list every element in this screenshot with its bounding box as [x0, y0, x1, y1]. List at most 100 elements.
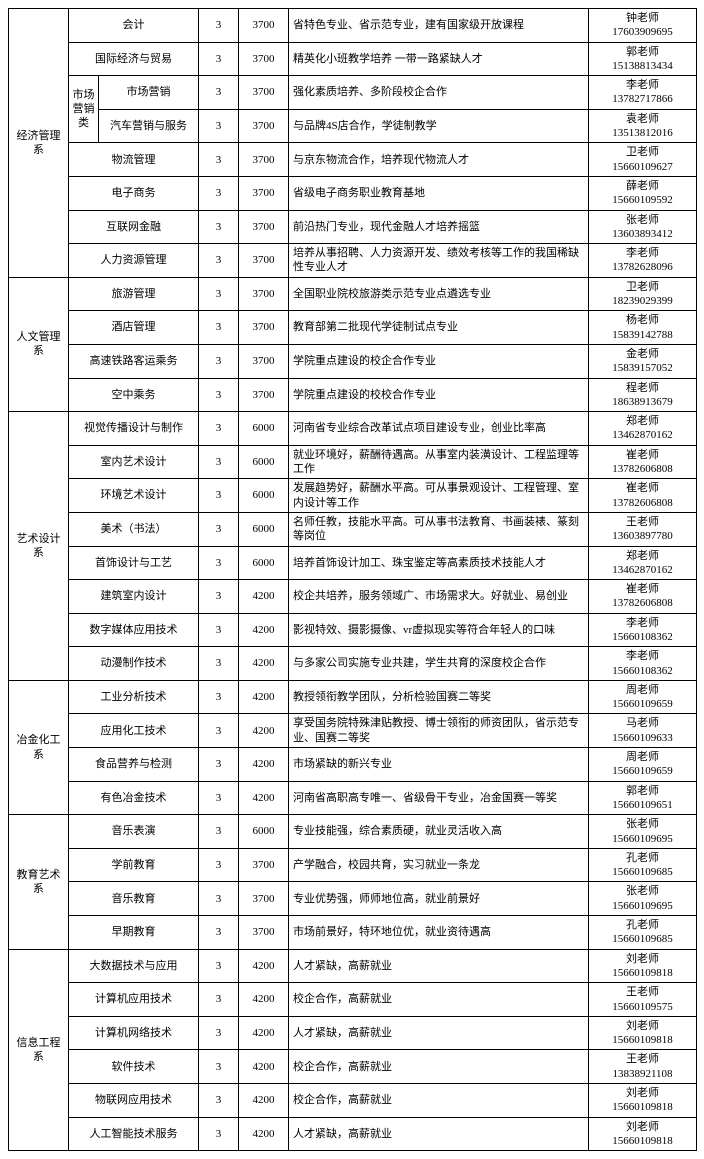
years-cell: 3 — [199, 714, 239, 748]
fee-cell: 4200 — [239, 748, 289, 782]
desc-cell: 影视特效、摄影摄像、vr虚拟现实等符合年轻人的口味 — [289, 613, 589, 647]
years-cell: 3 — [199, 344, 239, 378]
major-cell: 计算机网络技术 — [69, 1016, 199, 1050]
desc-cell: 教育部第二批现代学徒制试点专业 — [289, 311, 589, 345]
contact-cell: 钟老师17603909695 — [589, 9, 697, 43]
contact-cell: 郭老师15138813434 — [589, 42, 697, 76]
desc-cell: 校企合作，高薪就业 — [289, 983, 589, 1017]
contact-cell: 崔老师13782606808 — [589, 445, 697, 479]
fee-cell: 6000 — [239, 479, 289, 513]
contact-cell: 王老师13838921108 — [589, 1050, 697, 1084]
years-cell: 3 — [199, 1016, 239, 1050]
desc-cell: 与品牌4S店合作，学徒制教学 — [289, 109, 589, 143]
fee-cell: 6000 — [239, 412, 289, 446]
major-cell: 视觉传播设计与制作 — [69, 412, 199, 446]
contact-cell: 薛老师15660109592 — [589, 176, 697, 210]
table-row: 冶金化工系工业分析技术34200教授领衔教学团队，分析检验国赛二等奖周老师156… — [9, 680, 697, 714]
table-row: 人力资源管理33700培养从事招聘、人力资源开发、绩效考核等工作的我国稀缺性专业… — [9, 244, 697, 278]
years-cell: 3 — [199, 512, 239, 546]
table-row: 物联网应用技术34200校企合作，高薪就业刘老师15660109818 — [9, 1084, 697, 1118]
contact-cell: 刘老师15660109818 — [589, 1117, 697, 1151]
fee-cell: 3700 — [239, 76, 289, 110]
fee-cell: 3700 — [239, 9, 289, 43]
desc-cell: 享受国务院特殊津贴教授、博士领衔的师资团队，省示范专业、国赛二等奖 — [289, 714, 589, 748]
contact-cell: 崔老师13782606808 — [589, 580, 697, 614]
contact-cell: 卫老师18239029399 — [589, 277, 697, 311]
table-row: 市场营销类市场营销33700强化素质培养、多阶段校企合作李老师137827178… — [9, 76, 697, 110]
desc-cell: 培养从事招聘、人力资源开发、绩效考核等工作的我国稀缺性专业人才 — [289, 244, 589, 278]
desc-cell: 与多家公司实施专业共建，学生共育的深度校企合作 — [289, 647, 589, 681]
desc-cell: 全国职业院校旅游类示范专业点遴选专业 — [289, 277, 589, 311]
years-cell: 3 — [199, 479, 239, 513]
subgroup-cell: 市场营销类 — [69, 76, 99, 143]
major-cell: 大数据技术与应用 — [69, 949, 199, 983]
contact-cell: 张老师13603893412 — [589, 210, 697, 244]
years-cell: 3 — [199, 210, 239, 244]
fee-cell: 3700 — [239, 277, 289, 311]
major-cell: 有色冶金技术 — [69, 781, 199, 815]
fee-cell: 6000 — [239, 546, 289, 580]
table-row: 教育艺术系音乐表演36000专业技能强，综合素质硬，就业灵活收入高张老师1566… — [9, 815, 697, 849]
contact-cell: 崔老师13782606808 — [589, 479, 697, 513]
fee-cell: 4200 — [239, 580, 289, 614]
years-cell: 3 — [199, 1117, 239, 1151]
desc-cell: 校企合作，高薪就业 — [289, 1084, 589, 1118]
years-cell: 3 — [199, 916, 239, 950]
fee-cell: 4200 — [239, 949, 289, 983]
table-row: 建筑室内设计34200校企共培养，服务领域广、市场需求大。好就业、易创业崔老师1… — [9, 580, 697, 614]
table-row: 汽车营销与服务33700与品牌4S店合作，学徒制教学袁老师13513812016 — [9, 109, 697, 143]
dept-cell: 教育艺术系 — [9, 815, 69, 949]
desc-cell: 河南省高职高专唯一、省级骨干专业，冶金国赛一等奖 — [289, 781, 589, 815]
years-cell: 3 — [199, 546, 239, 580]
desc-cell: 教授领衔教学团队，分析检验国赛二等奖 — [289, 680, 589, 714]
fee-cell: 3700 — [239, 42, 289, 76]
contact-cell: 李老师13782717866 — [589, 76, 697, 110]
desc-cell: 市场前景好，特环地位优，就业资待遇高 — [289, 916, 589, 950]
desc-cell: 省级电子商务职业教育基地 — [289, 176, 589, 210]
table-row: 互联网金融33700前沿热门专业，现代金融人才培养摇篮张老师1360389341… — [9, 210, 697, 244]
contact-cell: 王老师13603897780 — [589, 512, 697, 546]
years-cell: 3 — [199, 613, 239, 647]
table-row: 人文管理系旅游管理33700全国职业院校旅游类示范专业点遴选专业卫老师18239… — [9, 277, 697, 311]
table-row: 食品营养与检测34200市场紧缺的新兴专业周老师15660109659 — [9, 748, 697, 782]
table-row: 环境艺术设计36000发展趋势好，薪酬水平高。可从事景观设计、工程管理、室内设计… — [9, 479, 697, 513]
major-cell: 食品营养与检测 — [69, 748, 199, 782]
contact-cell: 刘老师15660109818 — [589, 949, 697, 983]
major-cell: 建筑室内设计 — [69, 580, 199, 614]
desc-cell: 产学融合，校园共育，实习就业一条龙 — [289, 848, 589, 882]
dept-cell: 冶金化工系 — [9, 680, 69, 814]
major-cell: 人力资源管理 — [69, 244, 199, 278]
desc-cell: 精英化小班教学培养 一带一路紧缺人才 — [289, 42, 589, 76]
contact-cell: 金老师15839157052 — [589, 344, 697, 378]
table-row: 空中乘务33700学院重点建设的校校合作专业程老师18638913679 — [9, 378, 697, 412]
table-row: 动漫制作技术34200与多家公司实施专业共建，学生共育的深度校企合作李老师156… — [9, 647, 697, 681]
years-cell: 3 — [199, 412, 239, 446]
contact-cell: 张老师15660109695 — [589, 882, 697, 916]
major-cell: 早期教育 — [69, 916, 199, 950]
fee-cell: 4200 — [239, 983, 289, 1017]
fee-cell: 4200 — [239, 613, 289, 647]
contact-cell: 程老师18638913679 — [589, 378, 697, 412]
fee-cell: 4200 — [239, 647, 289, 681]
years-cell: 3 — [199, 42, 239, 76]
fee-cell: 3700 — [239, 378, 289, 412]
fee-cell: 3700 — [239, 311, 289, 345]
table-row: 室内艺术设计36000就业环境好，薪酬待遇高。从事室内装潢设计、工程监理等工作崔… — [9, 445, 697, 479]
years-cell: 3 — [199, 983, 239, 1017]
major-cell: 软件技术 — [69, 1050, 199, 1084]
years-cell: 3 — [199, 1084, 239, 1118]
table-row: 学前教育33700产学融合，校园共育，实习就业一条龙孔老师15660109685 — [9, 848, 697, 882]
fee-cell: 3700 — [239, 210, 289, 244]
table-row: 艺术设计系视觉传播设计与制作36000河南省专业综合改革试点项目建设专业，创业比… — [9, 412, 697, 446]
dept-cell: 人文管理系 — [9, 277, 69, 411]
table-row: 酒店管理33700教育部第二批现代学徒制试点专业杨老师15839142788 — [9, 311, 697, 345]
desc-cell: 名师任教，技能水平高。可从事书法教育、书画装裱、篆刻等岗位 — [289, 512, 589, 546]
years-cell: 3 — [199, 781, 239, 815]
major-cell: 汽车营销与服务 — [99, 109, 199, 143]
contact-cell: 郭老师15660109651 — [589, 781, 697, 815]
desc-cell: 省特色专业、省示范专业，建有国家级开放课程 — [289, 9, 589, 43]
years-cell: 3 — [199, 647, 239, 681]
contact-cell: 李老师15660108362 — [589, 647, 697, 681]
desc-cell: 河南省专业综合改革试点项目建设专业，创业比率高 — [289, 412, 589, 446]
major-cell: 人工智能技术服务 — [69, 1117, 199, 1151]
